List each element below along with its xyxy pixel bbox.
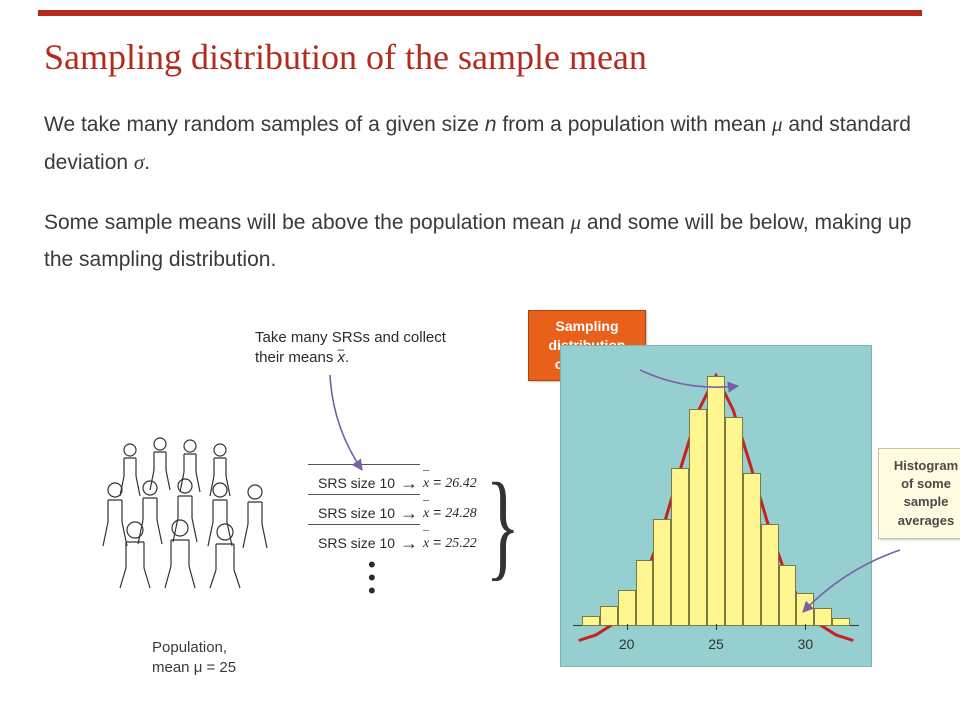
co-l1: Sampling [555, 318, 618, 334]
figure-area: Take many SRSs and collect their means x… [50, 320, 910, 700]
histogram-bar [653, 519, 671, 626]
p2-mu: μ [570, 210, 581, 234]
paragraph-2: Some sample means will be above the popu… [44, 204, 916, 280]
histogram-bar [582, 616, 600, 626]
histogram-bar [814, 608, 832, 626]
p1-run-a: We take many random samples of a given s… [44, 113, 485, 136]
pop-label-b: mean μ = 25 [152, 659, 236, 676]
x-tick-label: 30 [798, 636, 814, 652]
sampling-illustration: Take many SRSs and collect their means x… [90, 320, 510, 700]
cb-l4: averages [898, 513, 954, 528]
paragraph-1: We take many random samples of a given s… [44, 106, 916, 182]
histogram-bar [636, 560, 654, 626]
histogram-bar [600, 606, 618, 626]
srs-row-label: SRS size 10 [318, 505, 395, 521]
histogram-bar [796, 593, 814, 626]
callout-histogram: Histogram of some sample averages [878, 448, 960, 539]
slide-title: Sampling distribution of the sample mean [44, 36, 916, 78]
srs-caption: Take many SRSs and collect their means x… [255, 328, 465, 369]
p1-n: n [485, 113, 497, 136]
population-crowd-icon [90, 430, 290, 590]
cb-l1: Histogram [894, 458, 958, 473]
histogram-bar [743, 473, 761, 626]
arrow-right-icon: → [395, 474, 423, 492]
histogram-bar [707, 376, 725, 626]
histogram-bar [618, 590, 636, 626]
srs-row-value: x = 25.22 [423, 534, 477, 552]
x-tick [716, 624, 717, 630]
x-tick-label: 25 [708, 636, 724, 652]
histogram-bar [832, 618, 850, 626]
srs-row-label: SRS size 10 [318, 475, 395, 491]
srs-row-value: x = 24.28 [423, 504, 477, 522]
arrow-right-icon: → [395, 504, 423, 522]
histogram-bar [671, 468, 689, 626]
chart-plot-area: 202530 [573, 360, 859, 626]
slide: Sampling distribution of the sample mean… [0, 0, 960, 720]
histogram-bar [761, 524, 779, 626]
brace-icon: } [486, 456, 521, 594]
srs-caption-a: Take many SRSs and collect their means [255, 329, 446, 366]
x-tick-label: 20 [619, 636, 635, 652]
p1-run-d: . [144, 151, 150, 174]
srs-row-label: SRS size 10 [318, 535, 395, 551]
srs-val-2: 25.22 [445, 536, 477, 551]
srs-caption-xbar: x [338, 349, 346, 366]
sampling-dist-chart: 20 25 30 [560, 345, 872, 667]
srs-val-1: 24.28 [445, 506, 477, 521]
histogram-bar [725, 417, 743, 626]
population-label: Population, mean μ = 25 [152, 638, 236, 679]
p1-mu: μ [772, 112, 783, 136]
srs-row-value: x = 26.42 [423, 474, 477, 492]
srs-caption-b: . [345, 349, 349, 366]
srs-val-0: 26.42 [445, 476, 477, 491]
pop-label-a: Population, [152, 639, 227, 656]
histogram-bar [689, 409, 707, 626]
p1-run-b: from a population with mean [497, 113, 772, 136]
cb-l3: sample [904, 494, 949, 509]
x-tick [627, 624, 628, 630]
arrow-right-icon: → [395, 534, 423, 552]
p2-run-a: Some sample means will be above the popu… [44, 211, 570, 234]
cb-l2: of some [901, 476, 951, 491]
p1-sigma: σ [134, 150, 144, 174]
x-tick [805, 624, 806, 630]
histogram-bar [779, 565, 797, 626]
